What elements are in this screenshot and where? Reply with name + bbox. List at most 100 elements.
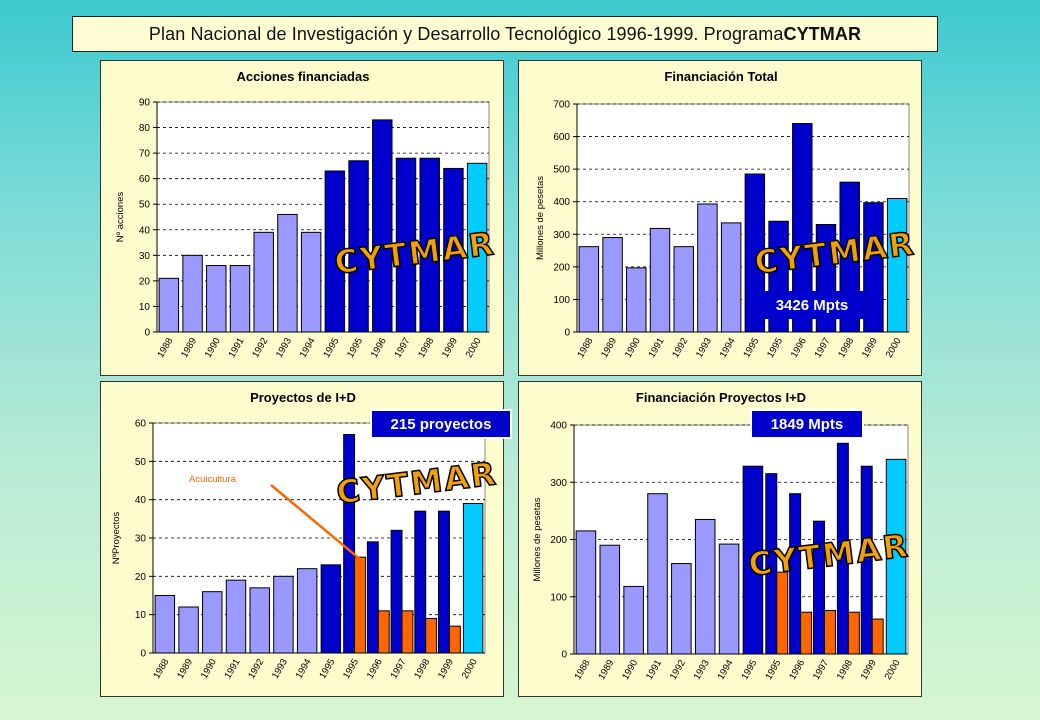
x-tick-label: 1996 [787, 658, 807, 682]
x-tick-label: 1989 [175, 657, 195, 681]
bar [348, 160, 369, 333]
x-tick-label: 1988 [575, 336, 595, 360]
y-tick-label: 30 [139, 251, 151, 262]
x-tick-label: 1992 [668, 658, 688, 682]
y-tick-label: 80 [139, 123, 151, 134]
bar [742, 465, 764, 655]
bar [697, 203, 718, 333]
bar [206, 265, 227, 333]
x-tick-label: 2000 [884, 336, 904, 360]
x-tick-label: 1996 [369, 336, 389, 360]
y-tick-label: 90 [139, 98, 151, 109]
chart-financiacion-proyectos: Financiación Proyectos I+D 0 100 200 300 400 M… [518, 381, 922, 697]
bar [836, 442, 849, 655]
x-tick-label: 1991 [223, 657, 243, 681]
bar-acuicultura [354, 556, 366, 654]
x-tick-label: 1990 [199, 657, 219, 681]
bar-acuicultura [448, 625, 461, 654]
x-tick-label: 1988 [572, 658, 592, 682]
chart-title: Acciones financiadas [237, 69, 370, 84]
y-tick-label: 40 [135, 495, 147, 506]
bar [324, 170, 346, 333]
bar-acuicultura [871, 618, 884, 655]
y-tick-label: 10 [139, 302, 151, 313]
bar [253, 231, 274, 333]
x-tick-label: 1995 [741, 336, 761, 360]
bar [863, 202, 884, 333]
bar [744, 173, 766, 333]
x-tick-label: 1992 [250, 336, 270, 360]
x-tick-label: 1994 [298, 336, 318, 360]
y-axis-label: NºProyectos [111, 511, 122, 564]
y-tick-label: 70 [139, 149, 151, 160]
bar [390, 529, 403, 654]
page-title: Plan Nacional de Investigación y Desarro… [72, 16, 938, 52]
y-tick-label: 50 [139, 200, 151, 211]
x-tick-label: 1996 [365, 657, 385, 681]
x-tick-label: 1990 [203, 336, 223, 360]
x-tick-label: 1989 [179, 336, 199, 360]
x-tick-label: 1997 [811, 658, 831, 682]
bar [765, 473, 778, 655]
chart-title: Financiación Proyectos I+D [636, 390, 806, 405]
bar [602, 237, 623, 333]
y-tick-label: 300 [553, 230, 570, 241]
y-tick-label: 60 [139, 174, 151, 185]
bar [300, 231, 322, 333]
y-axis-label: Millones de pesetas [535, 176, 546, 260]
y-tick-label: 600 [553, 132, 570, 143]
chart-title: Financiación Total [664, 69, 777, 84]
bar [462, 503, 484, 654]
bar-acuicultura [425, 618, 438, 654]
bar [277, 213, 298, 333]
bar [182, 254, 203, 333]
bar-acuicultura [800, 611, 813, 655]
x-tick-label: 1993 [274, 336, 294, 360]
bar [575, 530, 597, 655]
bar [694, 518, 716, 655]
y-tick-label: 10 [135, 610, 147, 621]
bar [720, 222, 742, 333]
bar-acuicultura [401, 610, 414, 654]
page-title-program: CYTMAR [783, 23, 862, 44]
y-tick-label: 100 [550, 592, 567, 603]
bar [178, 606, 199, 654]
y-tick-label: 40 [139, 225, 151, 236]
x-tick-label: 1991 [227, 336, 247, 360]
bar [578, 246, 600, 333]
chart-financiacion-total-svg: Financiación Total 0 100 200 300 400 500 600 700… [535, 69, 910, 360]
bar [154, 595, 176, 654]
bar [202, 591, 223, 654]
bar-acuicultura [776, 571, 789, 655]
y-axis-label: Millones de pesetas [532, 497, 543, 581]
bar [647, 493, 668, 655]
y-tick-label: 400 [550, 421, 567, 432]
y-tick-label: 700 [553, 100, 570, 111]
bar [296, 568, 318, 654]
x-tick-label: 1994 [716, 658, 736, 682]
bar [626, 267, 647, 333]
x-tick-label: 1996 [789, 336, 809, 360]
page-title-text: Plan Nacional de Investigación y Desarro… [148, 23, 784, 44]
x-tick-label: 2000 [464, 336, 484, 360]
chart-title: Proyectos de I+D [250, 390, 356, 405]
x-tick-label: 1995 [739, 658, 759, 682]
y-tick-label: 0 [144, 328, 150, 339]
x-tick-label: 1991 [644, 658, 664, 682]
y-axis-label: Nº acciones [115, 192, 126, 243]
y-tick-label: 300 [550, 478, 567, 489]
callout-total-mpts: 3426 Mpts [760, 291, 864, 319]
y-tick-label: 200 [553, 262, 570, 273]
bar [225, 579, 247, 654]
x-tick-label: 1999 [436, 657, 456, 681]
bar [718, 543, 740, 655]
x-tick-label: 1992 [246, 657, 266, 681]
chart-acciones-svg: Acciones financiadas 0 10 20 30 40 50 60 70 80 90 N… [115, 69, 490, 360]
bar [886, 197, 908, 333]
chart-proyectos-id: Proyectos de I+D 0 10 20 30 40 50 60 NºProyectos… [100, 381, 504, 697]
y-tick-label: 60 [135, 419, 147, 430]
bar [789, 493, 802, 655]
x-tick-label: 1990 [623, 336, 643, 360]
bar-acuicultura [377, 610, 390, 654]
bar-acuicultura [824, 609, 836, 655]
